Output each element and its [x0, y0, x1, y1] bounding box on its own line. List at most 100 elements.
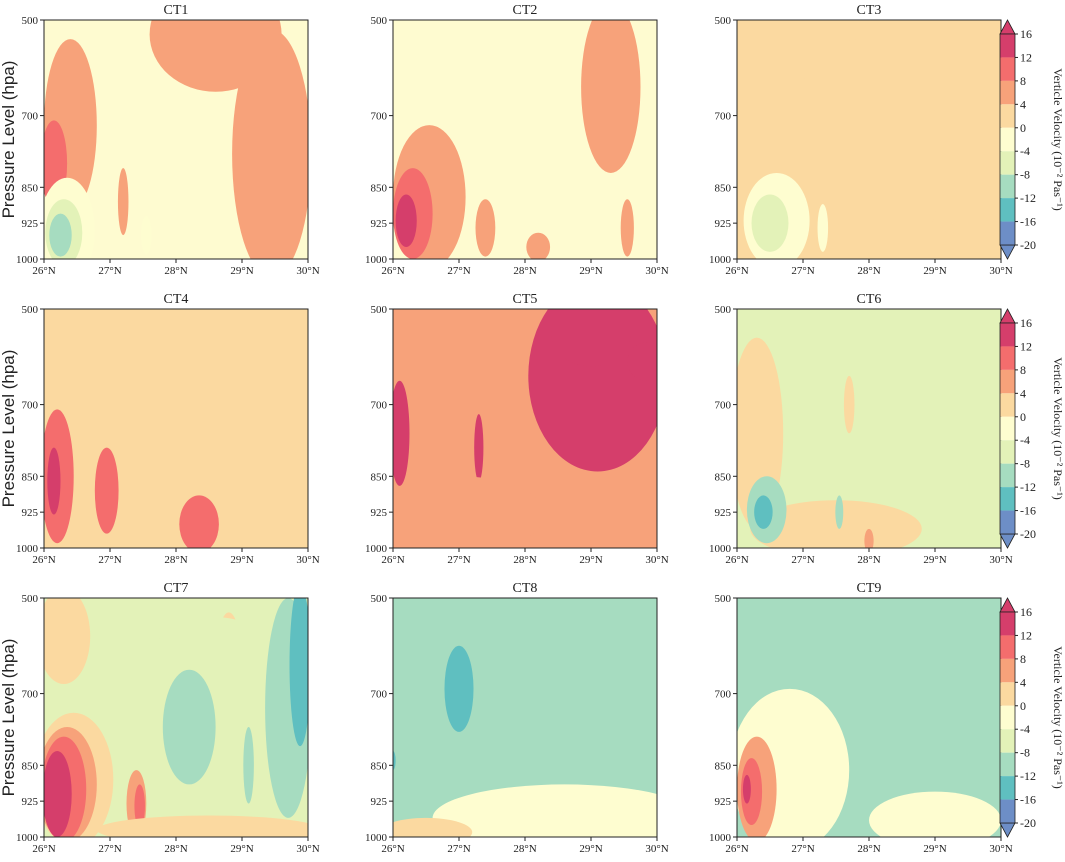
contour-region	[474, 414, 484, 482]
colorbar-tick-label: -16	[1020, 504, 1036, 518]
colorbar-segment	[1000, 635, 1015, 659]
contour-region	[123, 617, 308, 828]
colorbar: 16 12 8 4 0 -4 -8 -12 -16 -20 Verticle Velocity (1…	[999, 308, 1065, 549]
x-tick-label: 30°N	[645, 554, 668, 566]
panel-title: CT6	[857, 292, 882, 307]
x-tick-label: 26°N	[32, 843, 55, 855]
x-tick-label: 29°N	[923, 265, 946, 277]
colorbar: 16 12 8 4 0 -4 -8 -12 -16 -20 Verticle Velocity (1…	[999, 597, 1065, 838]
x-tick-label: 27°N	[791, 554, 814, 566]
x-tick-label: 27°N	[447, 554, 470, 566]
panel-title: CT8	[513, 581, 538, 596]
panel-title: CT3	[857, 3, 882, 18]
y-tick-label: 925	[715, 507, 732, 519]
y-axis-label: Pressure Level (hpa)	[0, 350, 18, 508]
y-tick-label: 700	[715, 689, 732, 701]
x-tick-label: 30°N	[989, 265, 1012, 277]
panel-title: CT4	[164, 292, 189, 307]
x-tick-label: 27°N	[791, 265, 814, 277]
contour-region	[243, 727, 254, 804]
y-axis-label: Pressure Level (hpa)	[0, 639, 18, 797]
x-tick-label: 27°N	[98, 843, 121, 855]
colorbar-tick-label: -20	[1020, 238, 1036, 252]
contour-field	[737, 337, 922, 548]
contour-region	[432, 784, 657, 837]
colorbar-segment	[1000, 705, 1015, 730]
panel-ct5: CT5 26°N 27°N 28°N 29°N 30°N 500 700 850 925 1000	[365, 292, 669, 566]
y-tick-label: 500	[715, 15, 732, 27]
colorbar-extend-max	[999, 19, 1016, 35]
y-tick-label: 850	[22, 182, 39, 194]
colorbar-tick-label: -4	[1020, 722, 1030, 736]
panel-ct9: CT9 26°N 27°N 28°N 29°N 30°N 500 700 850 925 1000 1…	[709, 581, 1065, 855]
y-tick-label: 700	[22, 111, 39, 123]
y-tick-label: 850	[371, 760, 388, 772]
contour-region	[393, 380, 410, 486]
y-tick-label: 500	[371, 304, 388, 316]
colorbar-frame	[999, 33, 1016, 246]
contour-region	[141, 215, 152, 255]
colorbar-tick-label: 16	[1020, 316, 1032, 330]
colorbar-segment	[1000, 682, 1015, 706]
y-tick-label: 700	[715, 400, 732, 412]
x-tick-label: 26°N	[32, 554, 55, 566]
contour-region	[393, 750, 396, 771]
panel-ct6: CT6 26°N 27°N 28°N 29°N 30°N 500 700 850 925 1000 1…	[709, 292, 1065, 566]
x-tick-label: 26°N	[381, 265, 404, 277]
y-tick-label: 500	[715, 304, 732, 316]
colorbar-tick-label: 4	[1020, 386, 1026, 400]
y-tick-label: 700	[371, 400, 388, 412]
x-tick-label: 26°N	[725, 265, 748, 277]
colorbar-segment	[1000, 440, 1015, 464]
colorbar-segment	[1000, 221, 1015, 245]
contour-field	[393, 612, 657, 837]
y-tick-label: 500	[22, 304, 39, 316]
colorbar-segment	[1000, 416, 1015, 441]
colorbar-label: Verticle Velocity (10⁻² Pas⁻¹)	[1051, 357, 1065, 500]
y-tick-label: 925	[22, 218, 39, 230]
colorbar-segment	[1000, 57, 1015, 81]
contour-region	[843, 375, 855, 434]
contour-field	[737, 607, 1001, 837]
contour-region	[47, 447, 61, 515]
y-tick-label: 850	[22, 471, 39, 483]
contour-region	[94, 447, 119, 534]
contour-region	[783, 39, 942, 259]
contour-region	[152, 380, 161, 448]
contour-region	[799, 664, 807, 685]
x-tick-label: 27°N	[98, 554, 121, 566]
contour-region	[179, 495, 219, 548]
colorbar-segment	[1000, 127, 1015, 152]
colorbar-tick-label: -16	[1020, 793, 1036, 807]
colorbar-segment	[1000, 151, 1015, 175]
panel-ct8: CT8 26°N 27°N 28°N 29°N 30°N 500 700 850 925 1000	[365, 581, 669, 855]
contour-field	[393, 309, 657, 548]
contour-region	[627, 342, 657, 381]
x-tick-label: 26°N	[381, 554, 404, 566]
y-tick-label: 850	[715, 182, 732, 194]
colorbar-tick-label: 0	[1020, 410, 1026, 424]
x-tick-label: 26°N	[381, 843, 404, 855]
y-tick-label: 850	[371, 182, 388, 194]
contour-region	[742, 774, 751, 804]
contour-field	[393, 20, 641, 259]
colorbar-tick-label: 8	[1020, 652, 1026, 666]
panel-title: CT2	[513, 3, 538, 18]
y-tick-label: 850	[371, 471, 388, 483]
colorbar-segment	[1000, 104, 1015, 128]
colorbar-frame	[999, 322, 1016, 535]
contour-region	[551, 309, 631, 367]
contour-region	[444, 645, 474, 732]
y-tick-label: 925	[715, 796, 732, 808]
x-tick-label: 26°N	[725, 554, 748, 566]
panel-ct1: CT1 26°N 27°N 28°N 29°N 30°N 500 700 850 925 1000 P…	[0, 3, 320, 277]
colorbar-tick-label: 8	[1020, 74, 1026, 88]
contour-field	[743, 39, 942, 259]
contour-field	[44, 20, 308, 259]
colorbar-tick-label: -16	[1020, 215, 1036, 229]
contour-region	[740, 758, 763, 826]
colorbar-tick-label: -12	[1020, 480, 1036, 494]
colorbar-tick-label: 8	[1020, 363, 1026, 377]
colorbar-extend-min	[999, 244, 1016, 260]
